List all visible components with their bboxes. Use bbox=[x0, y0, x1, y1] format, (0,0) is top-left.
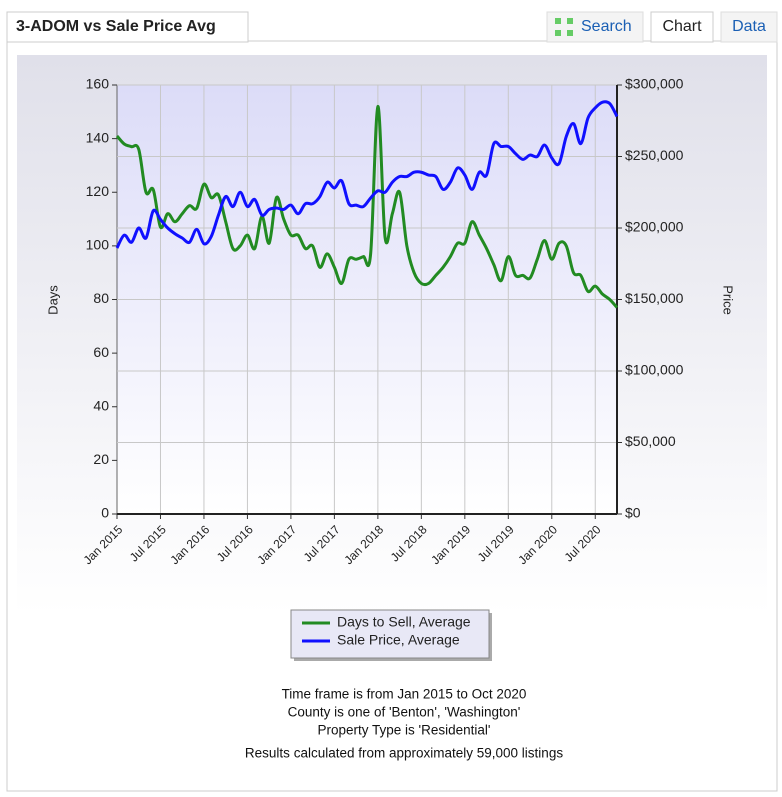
y-tick-label: 80 bbox=[93, 290, 109, 306]
tab[interactable]: Search bbox=[546, 11, 644, 43]
y-tick-label: 20 bbox=[93, 451, 109, 467]
y-tick-label: 140 bbox=[86, 129, 110, 145]
y-tick-label: 40 bbox=[93, 397, 109, 413]
y-tick-label: 120 bbox=[86, 183, 110, 199]
tab-label[interactable]: Data bbox=[732, 18, 766, 35]
series-line bbox=[115, 100, 619, 249]
y2-tick-label: $0 bbox=[625, 505, 641, 521]
y2-tick-label: $250,000 bbox=[625, 147, 684, 163]
legend-label: Days to Sell, Average bbox=[337, 614, 471, 630]
tab-label[interactable]: Search bbox=[581, 18, 632, 35]
note: Property Type is 'Residential' bbox=[318, 723, 491, 738]
legend bbox=[290, 609, 490, 659]
note: Results calculated from approximately 59… bbox=[245, 746, 563, 761]
title-tab bbox=[6, 11, 249, 43]
y2-axis-title: Price bbox=[721, 285, 736, 315]
y-axis-title: Days bbox=[45, 285, 60, 315]
legend-label: Sale Price, Average bbox=[337, 632, 460, 648]
tab[interactable]: Chart bbox=[650, 11, 714, 43]
y-tick-label: 0 bbox=[101, 505, 109, 521]
title: 3-ADOM vs Sale Price Avg bbox=[16, 18, 216, 35]
y2-tick-label: $200,000 bbox=[625, 219, 684, 235]
y2-tick-label: $50,000 bbox=[625, 433, 676, 449]
tab-label[interactable]: Chart bbox=[662, 18, 702, 35]
y2-tick-label: $100,000 bbox=[625, 362, 684, 378]
note: Time frame is from Jan 2015 to Oct 2020 bbox=[282, 687, 527, 702]
y-tick-label: 160 bbox=[86, 76, 110, 92]
series-line bbox=[115, 104, 619, 309]
y-tick-label: 60 bbox=[93, 344, 109, 360]
tab[interactable]: Data bbox=[720, 11, 778, 43]
y2-tick-label: $300,000 bbox=[625, 76, 684, 92]
y2-tick-label: $150,000 bbox=[625, 290, 684, 306]
note: County is one of 'Benton', 'Washington' bbox=[288, 705, 521, 720]
y-tick-label: 100 bbox=[86, 237, 110, 253]
